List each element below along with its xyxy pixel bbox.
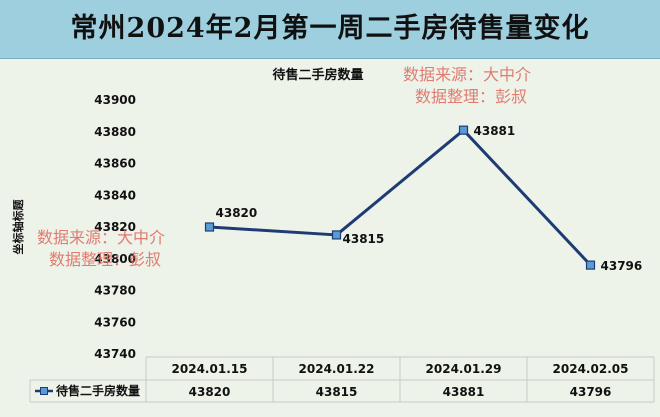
data-label-2: 43881: [474, 124, 516, 138]
x-category-label-0: 2024.01.15: [172, 362, 248, 376]
x-category-label-1: 2024.01.22: [299, 362, 375, 376]
data-point-2: [458, 125, 469, 135]
watermark-top-line2: 数据整理：彭叔: [415, 87, 528, 106]
watermark-top-line1: 数据来源：大中介: [403, 65, 532, 84]
data-label-1: 43815: [343, 232, 385, 246]
page-title: 常州2024年2月第一周二手房待售量变化: [70, 13, 590, 44]
watermark-left: 数据来源：大中介 数据整理：彭叔: [37, 227, 165, 271]
watermark-top: 数据来源：大中介 数据整理：彭叔: [403, 64, 531, 108]
y-tick-label-6: 43860: [94, 157, 136, 171]
y-tick-label-5: 43840: [94, 188, 136, 202]
data-point-3: [585, 260, 596, 270]
legend-series-name: 待售二手房数量: [56, 383, 140, 398]
y-tick-label-3: 43800: [94, 252, 136, 266]
y-tick-label-7: 43880: [94, 125, 136, 139]
y-tick-label-2: 43780: [94, 284, 136, 298]
y-tick-label-8: 43900: [94, 93, 136, 107]
data-label-0: 43820: [216, 206, 258, 220]
table-value-0: 43820: [189, 385, 231, 399]
chart-title-wrap: 待售二手房数量: [0, 64, 660, 83]
data-point-0: [204, 222, 215, 232]
watermark-left-line2: 数据整理：彭叔: [49, 250, 162, 269]
series-line: [209, 128, 592, 267]
y-axis-title: 坐标轴标题: [11, 199, 25, 255]
legend-marker: [40, 387, 48, 395]
y-tick-label-0: 43740: [94, 347, 136, 361]
table-value-3: 43796: [570, 385, 612, 399]
table-value-2: 43881: [443, 385, 485, 399]
data-label-3: 43796: [601, 259, 643, 273]
title-bar: [0, 0, 660, 59]
x-category-label-3: 2024.02.05: [553, 362, 629, 376]
data-point-1: [331, 230, 342, 240]
watermark-left-line1: 数据来源：大中介: [37, 228, 166, 247]
y-tick-label-4: 43820: [94, 220, 136, 234]
chart-title: 待售二手房数量: [272, 68, 364, 83]
table-value-1: 43815: [316, 385, 358, 399]
x-category-label-2: 2024.01.29: [426, 362, 502, 376]
y-tick-label-1: 43760: [94, 315, 136, 329]
